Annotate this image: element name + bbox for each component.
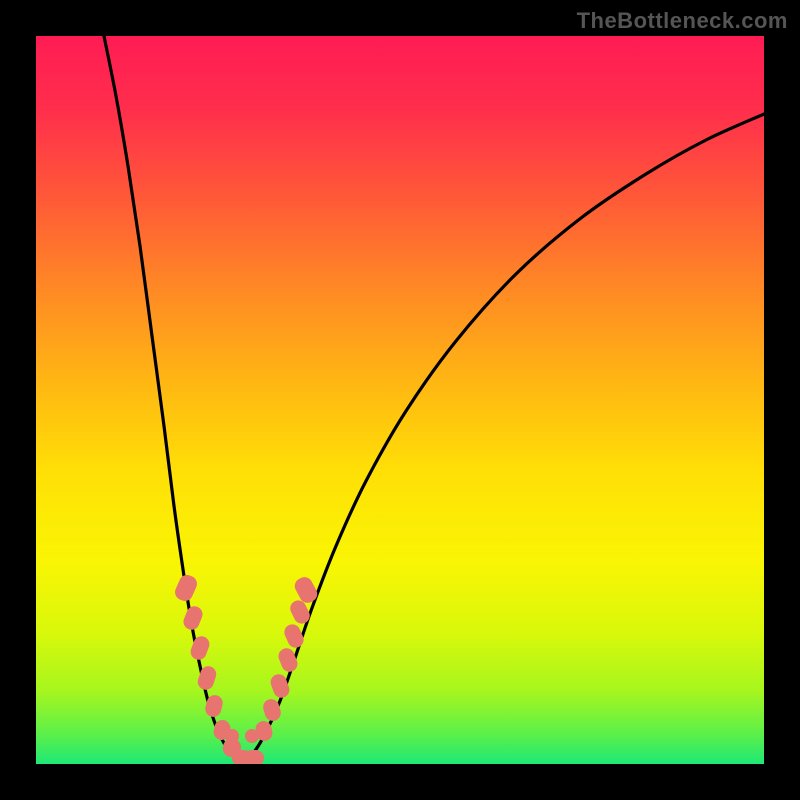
curve-marker (172, 572, 199, 603)
curve-marker (282, 622, 306, 650)
bottleneck-curve (36, 36, 764, 764)
curve-marker (188, 634, 211, 662)
chart-frame: TheBottleneck.com (0, 0, 800, 800)
watermark-text: TheBottleneck.com (577, 8, 788, 34)
plot-area (36, 36, 764, 764)
curve-marker (225, 729, 239, 743)
curve-marker (181, 604, 205, 632)
curve-marker (244, 750, 264, 764)
